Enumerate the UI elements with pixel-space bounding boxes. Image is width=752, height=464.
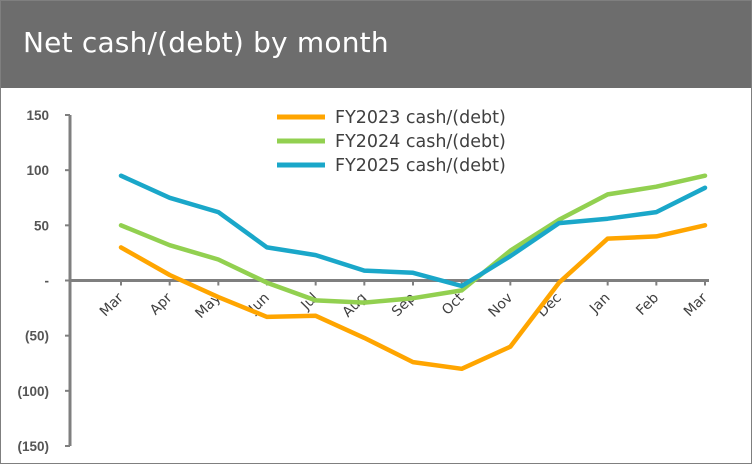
legend: FY2023 cash/(debt) FY2024 cash/(debt) FY20…: [277, 108, 506, 176]
y-tick-label: 50: [34, 218, 49, 233]
legend-label: FY2024 cash/(debt): [335, 132, 506, 152]
y-tick-label: -: [45, 274, 50, 289]
y-tick-label: (100): [17, 384, 49, 399]
x-tick-label: Mar: [97, 290, 127, 320]
series-line-2: [118, 173, 708, 305]
series-lines: [118, 173, 708, 372]
y-tick-label: (150): [17, 439, 49, 454]
x-tick-label: Apr: [147, 290, 176, 319]
y-tick-label: (50): [25, 329, 49, 344]
chart-header: Net cash/(debt) by month: [1, 1, 751, 88]
y-tick-label: 100: [26, 163, 49, 178]
series-line-3: [118, 173, 708, 289]
y-tick-label: 150: [26, 108, 49, 123]
x-tick-label: Feb: [633, 290, 662, 319]
legend-label: FY2023 cash/(debt): [335, 108, 506, 128]
series-line-1: [118, 223, 708, 372]
chart-title: Net cash/(debt) by month: [23, 26, 389, 59]
legend-label: FY2025 cash/(debt): [335, 156, 506, 176]
x-tick-label: Sep: [389, 290, 419, 320]
x-tick-label: Mar: [681, 290, 711, 320]
y-axis-ticks: 150 100 50 - (50) (100) (150): [17, 108, 70, 454]
x-tick-label: Aug: [340, 290, 371, 321]
x-tick-label: Jan: [586, 290, 613, 317]
x-tick-label: Nov: [486, 290, 517, 321]
